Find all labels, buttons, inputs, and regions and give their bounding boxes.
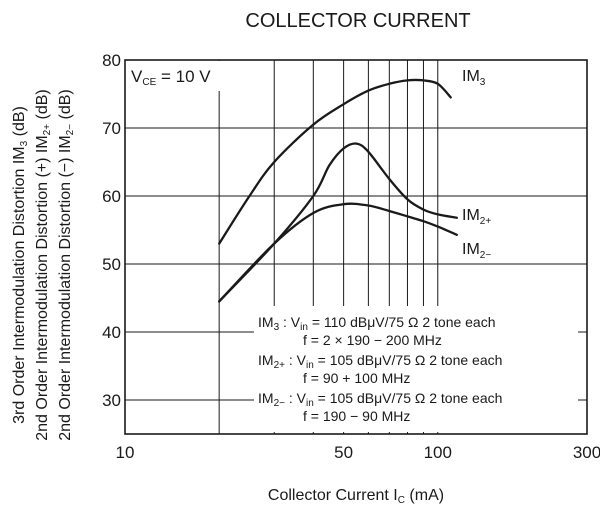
series-labels: IM3 IM2+ IM2− bbox=[462, 68, 491, 261]
svg-text:VCE = 10 V: VCE = 10 V bbox=[131, 67, 211, 88]
notes-box: IM3 : Vin = 110 dBμV/75 Ω 2 tone each f … bbox=[254, 306, 578, 432]
svg-text:2nd Order Intermodulation Dist: 2nd Order Intermodulation Distortion (−)… bbox=[57, 89, 76, 441]
note-label: IM bbox=[258, 352, 274, 368]
svg-text:3rd Order Intermodulation Dist: 3rd Order Intermodulation Distortion IM3… bbox=[11, 106, 30, 424]
y-tick-label: 40 bbox=[102, 323, 121, 342]
svg-text:IM2−: IM2− bbox=[462, 241, 491, 261]
note-freq: f = 90 + 100 MHz bbox=[303, 370, 410, 386]
tick-labels: 30 40 50 60 70 80 10 50 100 300 bbox=[102, 51, 600, 462]
note-freq: f = 190 − 90 MHz bbox=[303, 408, 410, 424]
condition-box: VCE = 10 V bbox=[126, 61, 220, 91]
plot-frame bbox=[124, 59, 588, 435]
y-tick-label: 80 bbox=[102, 51, 121, 70]
series-label-im2minus: IM bbox=[462, 241, 480, 258]
svg-text:IM2− : Vin = 105 dBμV/75 Ω 2 t: IM2− : Vin = 105 dBμV/75 Ω 2 tone each bbox=[258, 390, 502, 409]
condition-suffix: = 10 V bbox=[156, 67, 211, 86]
y-axis-label-im2minus: 2nd Order Intermodulation Distortion (−)… bbox=[57, 135, 74, 440]
x-axis-label: Collector Current IC (mA) bbox=[268, 487, 444, 506]
y-axis-label-im3: 3rd Order Intermodulation Distortion IM bbox=[11, 146, 28, 423]
y-tick-label: 30 bbox=[102, 391, 121, 410]
series-label-im2plus: IM bbox=[462, 207, 480, 224]
y-tick-label: 50 bbox=[102, 255, 121, 274]
x-tick-label: 10 bbox=[116, 443, 135, 462]
svg-text:IM3: IM3 bbox=[462, 68, 486, 88]
svg-text:IM3 : Vin = 110 dBμV/75 Ω 2 to: IM3 : Vin = 110 dBμV/75 Ω 2 tone each bbox=[258, 314, 496, 333]
svg-text:IM2+: IM2+ bbox=[462, 207, 491, 227]
y-axis-labels: 3rd Order Intermodulation Distortion IM3… bbox=[11, 89, 76, 441]
note-freq: f = 2 × 190 − 200 MHz bbox=[303, 332, 442, 348]
svg-text:2nd Order Intermodulation Dist: 2nd Order Intermodulation Distortion (+)… bbox=[34, 89, 53, 441]
y-tick-label: 70 bbox=[102, 119, 121, 138]
series-line-2 bbox=[218, 202, 458, 303]
condition-sub: CE bbox=[142, 77, 156, 88]
x-tick-label: 100 bbox=[424, 443, 452, 462]
x-tick-label: 300 bbox=[573, 443, 600, 462]
y-axis-label-im2plus: 2nd Order Intermodulation Distortion (+)… bbox=[34, 135, 51, 440]
svg-text:IM2+ : Vin = 105 dBμV/75 Ω 2 t: IM2+ : Vin = 105 dBμV/75 Ω 2 tone each bbox=[258, 352, 502, 371]
series-layer bbox=[218, 78, 458, 303]
series-line-0 bbox=[218, 78, 452, 245]
y-tick-label: 60 bbox=[102, 187, 121, 206]
condition-prefix: V bbox=[131, 67, 143, 86]
chart-title: COLLECTOR CURRENT bbox=[245, 10, 470, 32]
series-label-im3: IM bbox=[462, 68, 480, 85]
note-label: IM bbox=[258, 314, 274, 330]
x-tick-label: 50 bbox=[334, 443, 353, 462]
series-line-1 bbox=[218, 142, 458, 303]
note-label: IM bbox=[258, 390, 274, 406]
